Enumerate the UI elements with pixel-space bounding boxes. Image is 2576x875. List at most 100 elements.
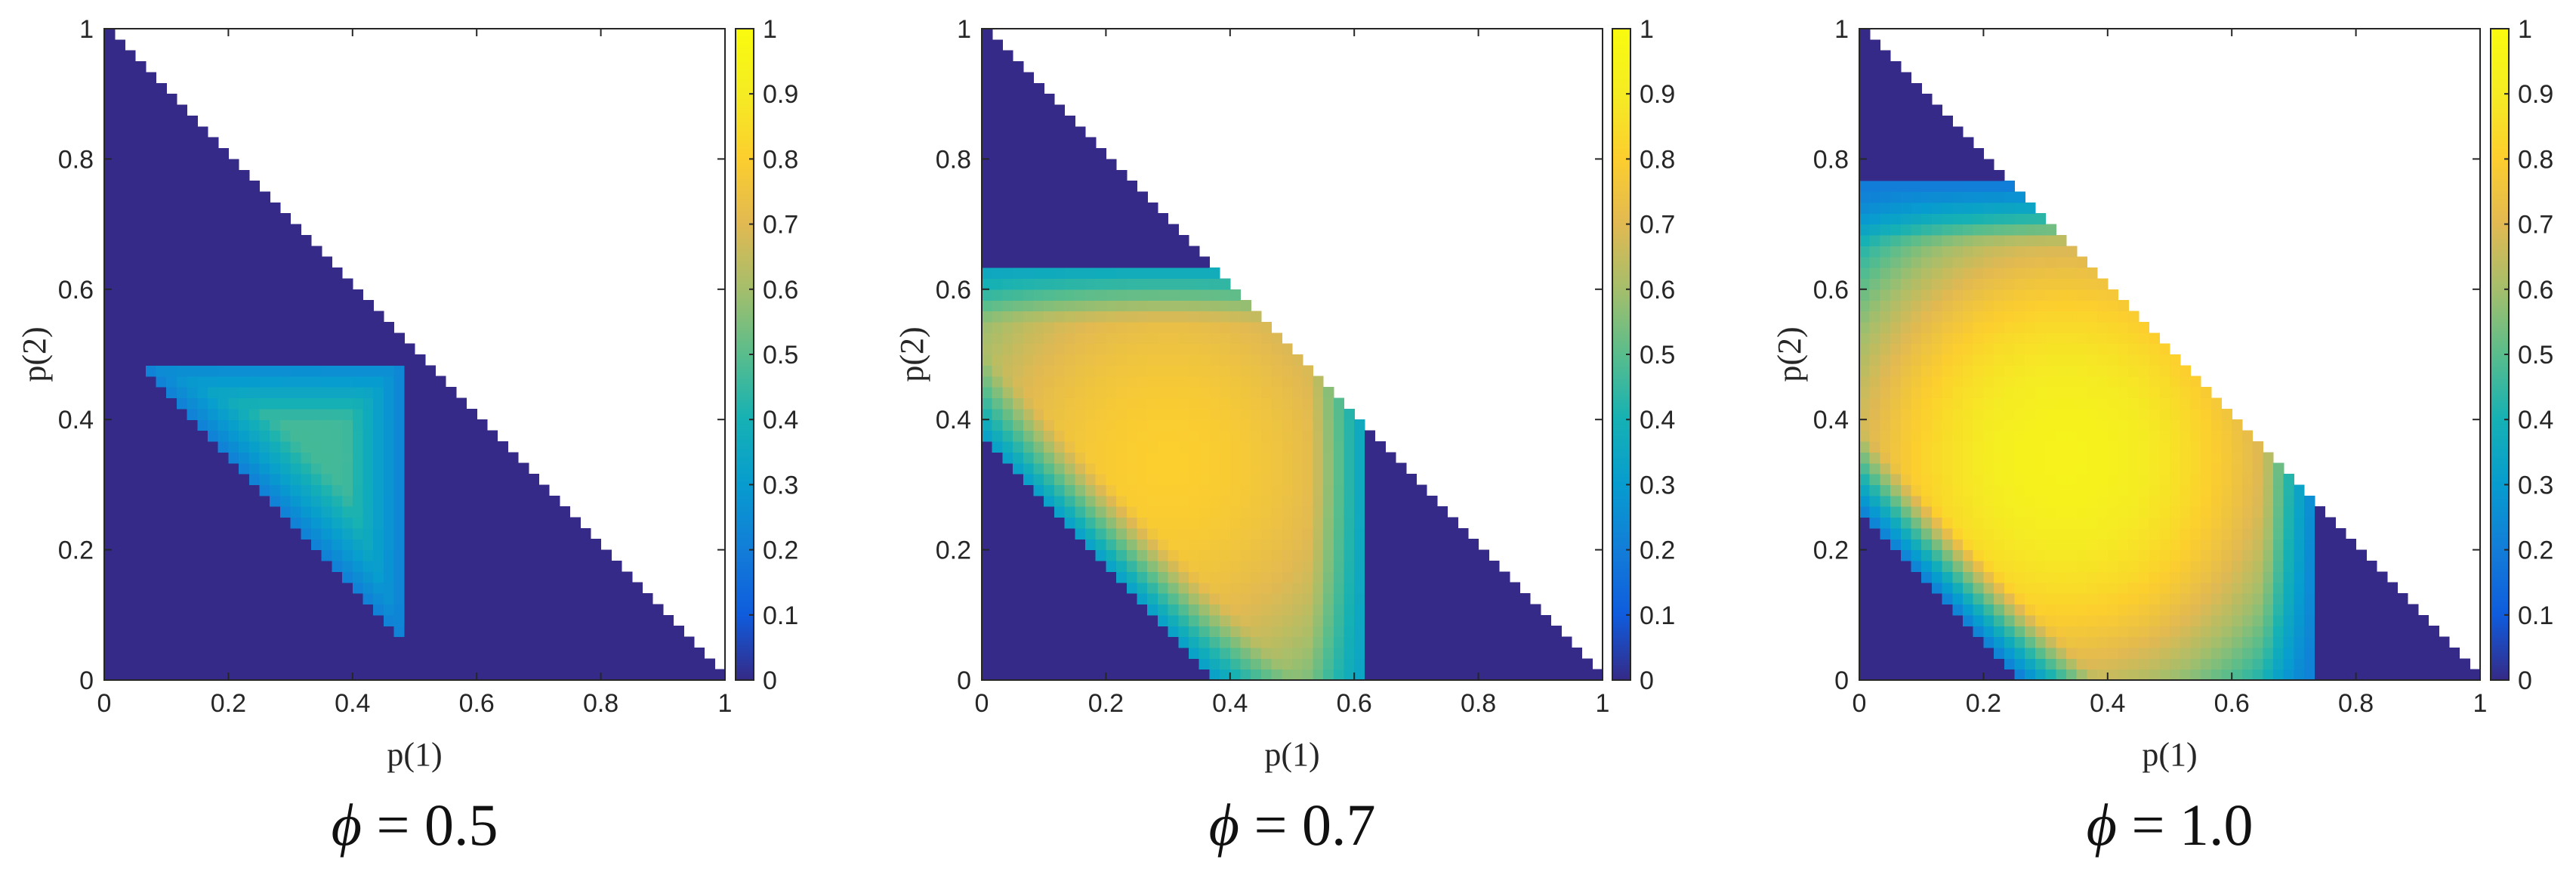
heatmap-cell bbox=[145, 593, 157, 605]
heatmap-cell bbox=[290, 246, 301, 258]
heatmap-cell bbox=[1880, 560, 1891, 572]
heatmap-cell bbox=[1251, 582, 1262, 594]
heatmap-cell bbox=[125, 462, 136, 475]
heatmap-cell bbox=[631, 669, 643, 681]
heatmap-cell bbox=[1126, 506, 1138, 518]
heatmap-cell bbox=[239, 354, 250, 366]
heatmap-cell bbox=[1478, 658, 1489, 670]
heatmap-cell bbox=[1467, 604, 1479, 616]
heatmap-cell bbox=[1921, 527, 1933, 540]
heatmap-cell bbox=[1952, 169, 1964, 181]
heatmap-cell bbox=[2004, 246, 2016, 258]
heatmap-cell bbox=[279, 267, 292, 280]
heatmap-cell bbox=[1095, 343, 1106, 355]
heatmap-cell bbox=[1994, 267, 2005, 280]
heatmap-cell bbox=[1963, 397, 1974, 410]
heatmap-cell bbox=[1467, 647, 1479, 659]
heatmap-cell bbox=[1561, 669, 1572, 681]
heatmap-cell bbox=[1075, 148, 1086, 159]
heatmap-cell bbox=[228, 419, 239, 431]
heatmap-cell bbox=[1271, 626, 1282, 638]
heatmap-cell bbox=[362, 343, 374, 355]
heatmap-cell bbox=[2004, 571, 2016, 583]
heatmap-cell bbox=[518, 669, 529, 681]
heatmap-cell bbox=[2035, 582, 2047, 594]
heatmap-cell bbox=[435, 582, 446, 594]
heatmap-cell bbox=[1023, 549, 1035, 561]
heatmap-cell bbox=[1467, 636, 1479, 648]
heatmap-cell bbox=[2025, 397, 2036, 410]
heatmap-cell bbox=[992, 311, 1003, 323]
heatmap-cell bbox=[1033, 647, 1044, 659]
heatmap-cell bbox=[239, 202, 250, 214]
heatmap-cell bbox=[1002, 321, 1013, 333]
heatmap-cell bbox=[135, 300, 147, 312]
heatmap-cell bbox=[652, 604, 664, 616]
heatmap-cell bbox=[2097, 387, 2109, 399]
heatmap-cell bbox=[217, 148, 229, 159]
heatmap-cell bbox=[279, 441, 292, 453]
heatmap-cell bbox=[321, 267, 332, 280]
heatmap-cell bbox=[1994, 278, 2005, 290]
heatmap-cell bbox=[1911, 517, 1922, 529]
heatmap-cell bbox=[114, 300, 125, 312]
heatmap-cell bbox=[342, 593, 353, 605]
heatmap-cell bbox=[1209, 495, 1220, 507]
heatmap-cell bbox=[1168, 539, 1179, 551]
heatmap-cell bbox=[1054, 321, 1066, 333]
heatmap-cell bbox=[1952, 256, 1964, 268]
heatmap-cell bbox=[1168, 332, 1179, 345]
heatmap-cell bbox=[2045, 462, 2056, 475]
heatmap-cell bbox=[1189, 647, 1200, 659]
heatmap-cell bbox=[1106, 321, 1117, 333]
heatmap-cell bbox=[1942, 159, 1953, 171]
heatmap-cell bbox=[342, 332, 353, 345]
heatmap-cell bbox=[311, 430, 322, 442]
heatmap-cell bbox=[259, 365, 270, 377]
heatmap-cell bbox=[446, 495, 457, 507]
heatmap-cell bbox=[1126, 234, 1138, 246]
heatmap-cell bbox=[342, 419, 353, 431]
heatmap-cell bbox=[1137, 397, 1148, 410]
heatmap-cell bbox=[486, 582, 498, 594]
heatmap-cell bbox=[1942, 181, 1953, 193]
heatmap-cell bbox=[2097, 484, 2109, 496]
heatmap-cell bbox=[1973, 669, 1984, 681]
heatmap-cell bbox=[1427, 636, 1438, 648]
heatmap-cell bbox=[156, 181, 167, 193]
heatmap-cell bbox=[1033, 148, 1044, 159]
heatmap-cell bbox=[321, 484, 332, 496]
heatmap-cell bbox=[259, 549, 270, 561]
heatmap-cell bbox=[2076, 527, 2087, 540]
heatmap-cell bbox=[1292, 397, 1303, 410]
heatmap-cell bbox=[1033, 289, 1044, 301]
heatmap-cell bbox=[415, 539, 426, 551]
heatmap-cell bbox=[2066, 527, 2078, 540]
heatmap-cell bbox=[311, 387, 322, 399]
heatmap-cell bbox=[1302, 593, 1313, 605]
heatmap-cell bbox=[415, 354, 426, 366]
heatmap-cell bbox=[1157, 408, 1169, 420]
heatmap-cell bbox=[187, 452, 198, 464]
heatmap-cell bbox=[455, 593, 467, 605]
heatmap-cell bbox=[2097, 408, 2109, 420]
heatmap-cell bbox=[332, 626, 343, 638]
heatmap-cell bbox=[1292, 408, 1303, 420]
heatmap-cell bbox=[228, 387, 239, 399]
heatmap-cell bbox=[1260, 397, 1273, 410]
heatmap-cell bbox=[2025, 246, 2036, 258]
heatmap-cell bbox=[145, 452, 157, 464]
heatmap-cell bbox=[2107, 408, 2119, 420]
heatmap-cell bbox=[125, 430, 136, 442]
heatmap-cell bbox=[1033, 419, 1044, 431]
heatmap-cell bbox=[1973, 300, 1984, 312]
heatmap-cell bbox=[1405, 539, 1417, 551]
heatmap-cell bbox=[1983, 321, 1994, 333]
heatmap-cell bbox=[1323, 430, 1334, 442]
heatmap-cell bbox=[2025, 462, 2036, 475]
heatmap-cell bbox=[1931, 387, 1943, 399]
heatmap-cell bbox=[1900, 495, 1912, 507]
heatmap-cells bbox=[1859, 29, 2481, 681]
heatmap-cell bbox=[982, 104, 993, 116]
heatmap-cell bbox=[1880, 289, 1891, 301]
